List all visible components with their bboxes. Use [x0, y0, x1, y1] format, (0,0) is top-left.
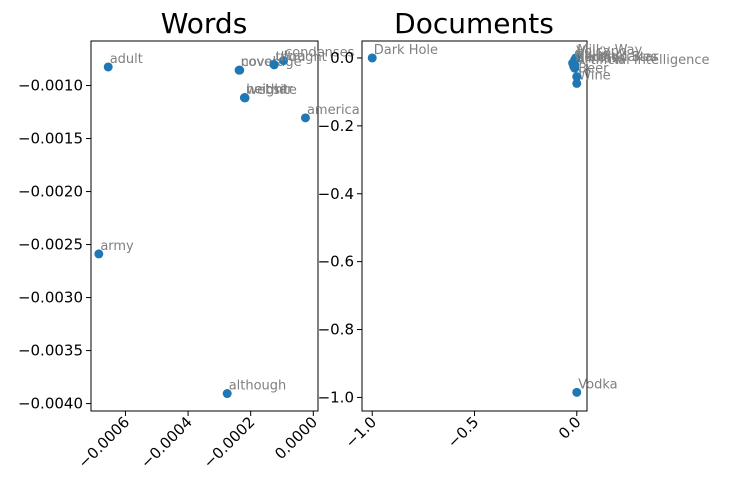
- x-tick-label: 0.0000: [271, 413, 321, 463]
- y-tick-label: −0.8: [318, 321, 354, 339]
- y-tick-label: −0.0040: [18, 395, 83, 413]
- y-tick-label: −0.2: [318, 117, 354, 135]
- x-tick-label: 0.0: [555, 413, 585, 443]
- y-tick-label: −0.0030: [18, 289, 83, 307]
- point-label: neither: [246, 83, 293, 98]
- axes-frame: [90, 40, 319, 412]
- scatter-point: [94, 249, 104, 259]
- scatter-point: [269, 59, 279, 69]
- point-label: Artificial Intelligence: [576, 53, 709, 68]
- point-label: Climate: [575, 51, 625, 66]
- point-label: although: [229, 379, 287, 394]
- x-tick-label: −0.5: [444, 413, 482, 451]
- point-label: Dark Hole: [374, 43, 438, 58]
- y-tick-label: −0.0035: [18, 342, 83, 360]
- axes-frame: [361, 40, 588, 412]
- words-panel: Words −0.0010 −0.0015 −0.0020 −0.0025 −0.003…: [18, 7, 360, 472]
- scatter-point: [103, 62, 113, 72]
- scatter-point: [572, 387, 582, 397]
- point-label: Galaxy: [574, 48, 619, 63]
- point-label: Earthquakes: [576, 50, 657, 65]
- y-tick-label: −0.0010: [18, 77, 83, 95]
- point-label: army: [100, 239, 134, 254]
- y-tick-label: −1.0: [318, 388, 354, 406]
- x-tick-label: −0.0006: [75, 413, 134, 472]
- scatter-point: [234, 65, 244, 75]
- scatter-point: [222, 389, 232, 399]
- y-tick-label: −0.0025: [18, 236, 83, 254]
- point-label: condenses: [285, 46, 355, 61]
- point-label: thought: [276, 50, 327, 65]
- y-tick-label: −0.0020: [18, 183, 83, 201]
- y-tick-label: −0.6: [318, 253, 354, 271]
- point-label: Vodka: [578, 377, 617, 392]
- point-label: website: [247, 83, 297, 98]
- point-label: novel: [241, 55, 277, 70]
- y-tick-label: 0.0: [330, 49, 354, 67]
- scatter-point: [572, 72, 582, 82]
- point-label: Volcano: [576, 45, 627, 60]
- documents-title: Documents: [394, 7, 554, 40]
- point-label: Beer: [578, 62, 609, 77]
- point-label: america: [307, 103, 360, 118]
- point-label: adult: [110, 52, 143, 67]
- x-tick-label: −0.0002: [200, 413, 259, 472]
- point-label: Wine: [578, 68, 610, 83]
- point-label: height: [246, 83, 287, 98]
- scatter-point: [300, 113, 310, 123]
- point-label: ultra: [275, 49, 305, 64]
- y-tick-label: −0.0015: [18, 130, 83, 148]
- x-tick-label: −0.0004: [137, 413, 196, 472]
- scatter-point: [279, 56, 289, 66]
- x-tick-label: −1.0: [342, 413, 380, 451]
- scatter-point: [569, 60, 579, 70]
- point-label: Milky Way: [577, 43, 642, 58]
- scatter-point: [240, 93, 250, 103]
- words-title: Words: [161, 7, 248, 40]
- y-tick-label: −0.4: [318, 185, 354, 203]
- documents-panel: Documents 0.0 −0.2 −0.4 −0.6 −0.8 −1.0 −1.0 −0.…: [318, 7, 710, 452]
- scatter-point: [572, 78, 582, 88]
- scatter-point: [367, 53, 377, 63]
- point-label: Neutron Star: [575, 50, 659, 65]
